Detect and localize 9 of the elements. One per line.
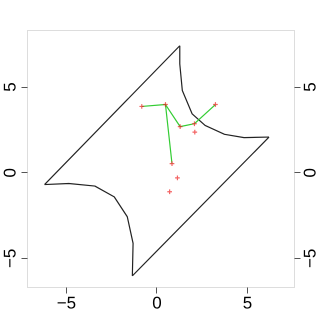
y-tick-label: −5 bbox=[0, 248, 20, 268]
y2-tick-label: −5 bbox=[300, 248, 320, 268]
x-tick-label: 0 bbox=[152, 294, 162, 312]
y2-tick-label: 0 bbox=[300, 168, 320, 178]
x-tick-label: −5 bbox=[56, 294, 76, 312]
y2-tick-label: 5 bbox=[300, 82, 320, 92]
y-tick-label: 5 bbox=[0, 82, 20, 92]
y-tick-label: 0 bbox=[0, 168, 20, 178]
x-tick-label: 5 bbox=[242, 294, 252, 312]
